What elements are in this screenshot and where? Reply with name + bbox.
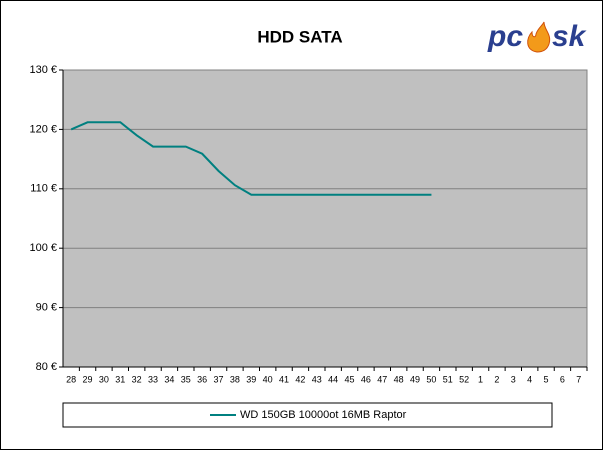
x-tick-label: 6	[560, 374, 565, 384]
chart-title: HDD SATA	[257, 27, 342, 46]
x-tick-label: 39	[246, 374, 256, 384]
x-tick-label: 44	[328, 374, 338, 384]
legend-box	[62, 402, 553, 428]
x-tick-label: 32	[132, 374, 142, 384]
x-tick-label: 34	[164, 374, 174, 384]
x-tick-label: 1	[478, 374, 483, 384]
x-tick-label: 45	[345, 374, 355, 384]
y-tick-label: 80 €	[36, 361, 57, 373]
logo-text: pc	[487, 20, 523, 53]
y-tick-label: 100 €	[29, 242, 57, 254]
x-tick-label: 3	[511, 374, 516, 384]
x-tick-label: 50	[426, 374, 436, 384]
x-tick-label: 28	[66, 374, 76, 384]
x-tick-label: 48	[394, 374, 404, 384]
x-tick-label: 33	[148, 374, 158, 384]
y-tick-label: 130 €	[29, 64, 57, 76]
logo-flame	[527, 21, 551, 53]
plot-area	[62, 69, 588, 368]
legend-label: WD 150GB 10000ot 16MB Raptor	[240, 409, 407, 421]
x-tick-label: 43	[312, 374, 322, 384]
x-tick-label: 47	[377, 374, 387, 384]
logo-text: sk	[552, 20, 587, 53]
x-tick-label: 38	[230, 374, 240, 384]
logo: pc sk	[487, 20, 587, 53]
x-tick-label: 49	[410, 374, 420, 384]
x-tick-label: 42	[295, 374, 305, 384]
series-line	[70, 121, 432, 196]
x-tick-label: 7	[576, 374, 581, 384]
x-tick-label: 37	[214, 374, 224, 384]
x-tick-label: 40	[263, 374, 273, 384]
x-tick-label: 5	[544, 374, 549, 384]
x-tick-label: 46	[361, 374, 371, 384]
x-tick-label: 35	[181, 374, 191, 384]
y-tick-label: 110 €	[30, 183, 57, 195]
x-tick-label: 36	[197, 374, 207, 384]
x-tick-label: 29	[83, 374, 93, 384]
x-tick-label: 41	[279, 374, 289, 384]
x-tick-label: 4	[527, 374, 532, 384]
x-tick-label: 2	[494, 374, 499, 384]
x-tick-label: 30	[99, 374, 109, 384]
x-tick-label: 52	[459, 374, 469, 384]
x-tick-label: 51	[443, 374, 453, 384]
x-tick-label: 31	[115, 374, 125, 384]
y-tick-label: 120 €	[29, 123, 57, 135]
y-tick-label: 90 €	[36, 302, 57, 314]
